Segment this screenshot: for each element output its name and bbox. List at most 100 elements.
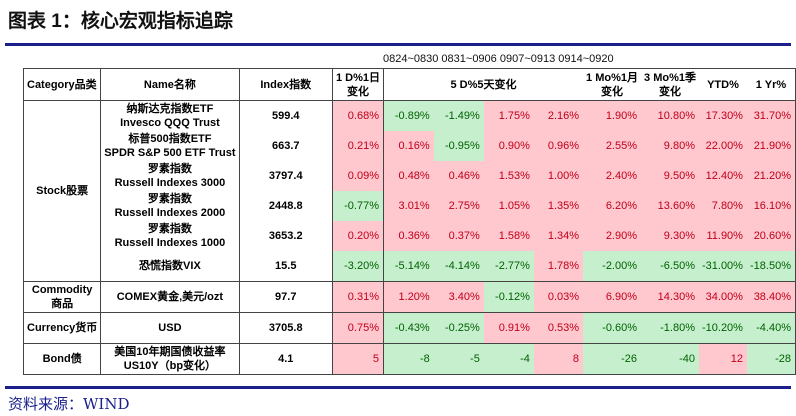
change-value: 13.60% xyxy=(641,191,699,221)
name-cell: 纳斯达克指数ETF Invesco QQQ Trust xyxy=(100,100,240,131)
change-value: -2.77% xyxy=(483,251,534,282)
change-value: 1.00% xyxy=(533,161,584,191)
change-value: -0.43% xyxy=(383,312,434,344)
name-cell: 恐慌指数VIX xyxy=(100,251,240,282)
header-1mo: 1 Mo%1月 变化 xyxy=(583,68,642,101)
change-value: 2.16% xyxy=(533,100,584,131)
index-value: 3797.4 xyxy=(239,161,333,191)
name-line1: 罗素指数 xyxy=(147,223,192,235)
header-1d-line1: 1 D%1日 xyxy=(335,71,380,84)
macro-indicator-table: Category品类 Name名称 Index指数 1 D%1日 变化 5 D%5… xyxy=(23,68,796,375)
change-value: -1.49% xyxy=(433,100,484,131)
name-line1: 纳斯达克指数ETF xyxy=(126,103,214,115)
change-value: 34.00% xyxy=(698,281,747,313)
name-line1: 标普500指数ETF xyxy=(128,133,212,145)
name-line2: Russell Indexes 1000 xyxy=(114,237,226,249)
name-line1: 恐慌指数VIX xyxy=(139,260,201,272)
table-row: Bond债 美国10年期国债收益率 US10Y（bp变化） 4.1 5 -8 -5 -4 8 -2… xyxy=(23,343,796,375)
change-value: 0.96% xyxy=(533,131,584,161)
header-index: Index指数 xyxy=(239,68,333,101)
change-value: 0.36% xyxy=(383,221,434,251)
change-value: -2.00% xyxy=(583,251,642,282)
header-3mo-line2: 变化 xyxy=(659,85,681,98)
category-cell: Commodity 商品 xyxy=(23,281,102,313)
index-value: 97.7 xyxy=(239,281,333,313)
category-label-cn: 商品 xyxy=(51,298,74,310)
change-value: 0.16% xyxy=(383,131,434,161)
change-value: 21.90% xyxy=(746,131,796,161)
header-row: Category品类 Name名称 Index指数 1 D%1日 变化 5 D%5… xyxy=(23,68,796,101)
name-line1: 罗素指数 xyxy=(147,163,192,175)
change-value: 1.05% xyxy=(483,191,534,221)
change-value: 0.20% xyxy=(332,221,385,251)
name-cell: 罗素指数 Russell Indexes 1000 xyxy=(100,221,240,251)
change-value: 0.53% xyxy=(533,312,584,344)
change-value: 1.20% xyxy=(383,281,434,313)
change-value: -0.25% xyxy=(433,312,484,344)
change-value: -1.80% xyxy=(641,312,699,344)
index-value: 3705.8 xyxy=(239,312,333,344)
change-value: -4.40% xyxy=(746,312,796,344)
change-value: 2.75% xyxy=(433,191,484,221)
table-row: 恐慌指数VIX 15.5 -3.20% -5.14% -4.14% -2.77% 1.78%… xyxy=(24,251,796,282)
index-value: 4.1 xyxy=(239,343,333,375)
change-value: -31.00% xyxy=(698,251,747,282)
name-cell: 标普500指数ETF SPDR S&P 500 ETF Trust xyxy=(100,131,240,161)
change-value: 1.58% xyxy=(483,221,534,251)
index-value: 663.7 xyxy=(239,131,333,161)
category-label: Commodity xyxy=(31,284,93,296)
change-value: 0.03% xyxy=(533,281,584,313)
name-cell: 美国10年期国债收益率 US10Y（bp变化） xyxy=(100,343,240,375)
change-value: -0.12% xyxy=(483,281,534,313)
name-line2: Russell Indexes 2000 xyxy=(114,207,226,219)
name-cell: 罗素指数 Russell Indexes 2000 xyxy=(100,191,240,221)
change-value: 0.46% xyxy=(433,161,484,191)
change-value: 11.90% xyxy=(698,221,747,251)
change-value: 20.60% xyxy=(746,221,796,251)
name-cell: USD xyxy=(100,312,240,344)
change-value: 0.90% xyxy=(483,131,534,161)
header-1mo-line1: 1 Mo%1月 xyxy=(586,71,639,84)
change-value: 1.34% xyxy=(533,221,584,251)
change-value: 31.70% xyxy=(746,100,796,131)
change-value: 14.30% xyxy=(641,281,699,313)
change-value: 1.90% xyxy=(583,100,642,131)
index-value: 2448.8 xyxy=(239,191,333,221)
change-value: -18.50% xyxy=(746,251,796,282)
name-line1: USD xyxy=(158,322,182,334)
change-value: 12.40% xyxy=(698,161,747,191)
name-line2: SPDR S&P 500 ETF Trust xyxy=(104,147,236,159)
change-value: 1.75% xyxy=(483,100,534,131)
change-value: 21.20% xyxy=(746,161,796,191)
name-line2: US10Y（bp变化） xyxy=(123,360,217,372)
change-value: 9.30% xyxy=(641,221,699,251)
change-value: 12 xyxy=(698,343,747,375)
footer-divider xyxy=(5,386,791,389)
change-value: 0.75% xyxy=(332,312,385,344)
change-value: -4.14% xyxy=(433,251,484,282)
category-label: Currency货币 xyxy=(27,322,98,334)
name-line1: 美国10年期国债收益率 xyxy=(114,346,226,358)
change-value: 0.21% xyxy=(332,131,385,161)
title-divider xyxy=(5,43,791,46)
change-value: -5 xyxy=(433,343,484,375)
table-row: 罗素指数 Russell Indexes 3000 3797.4 0.09% 0.48%… xyxy=(24,161,796,191)
table-row: 标普500指数ETF SPDR S&P 500 ETF Trust 663.7 0.2… xyxy=(24,131,796,161)
header-ytd: YTD% xyxy=(698,68,747,101)
header-3mo-line1: 3 Mo%1季 xyxy=(644,71,696,84)
change-value: 3.01% xyxy=(383,191,434,221)
change-value: 3.40% xyxy=(433,281,484,313)
change-value: 7.80% xyxy=(698,191,747,221)
source-note: 资料来源：WIND xyxy=(8,395,130,413)
change-value: 2.40% xyxy=(583,161,642,191)
change-value: -0.60% xyxy=(583,312,642,344)
change-value: 0.09% xyxy=(332,161,385,191)
name-line1: COMEX黄金,美元/ozt xyxy=(116,291,224,303)
change-value: 0.68% xyxy=(332,100,385,131)
table-row: 罗素指数 Russell Indexes 1000 3653.2 0.20% 0.36%… xyxy=(24,221,796,251)
change-value: 1.53% xyxy=(483,161,534,191)
change-value: 10.80% xyxy=(641,100,699,131)
change-value: 0.37% xyxy=(433,221,484,251)
header-1d-line2: 变化 xyxy=(346,85,369,98)
change-value: 9.80% xyxy=(641,131,699,161)
